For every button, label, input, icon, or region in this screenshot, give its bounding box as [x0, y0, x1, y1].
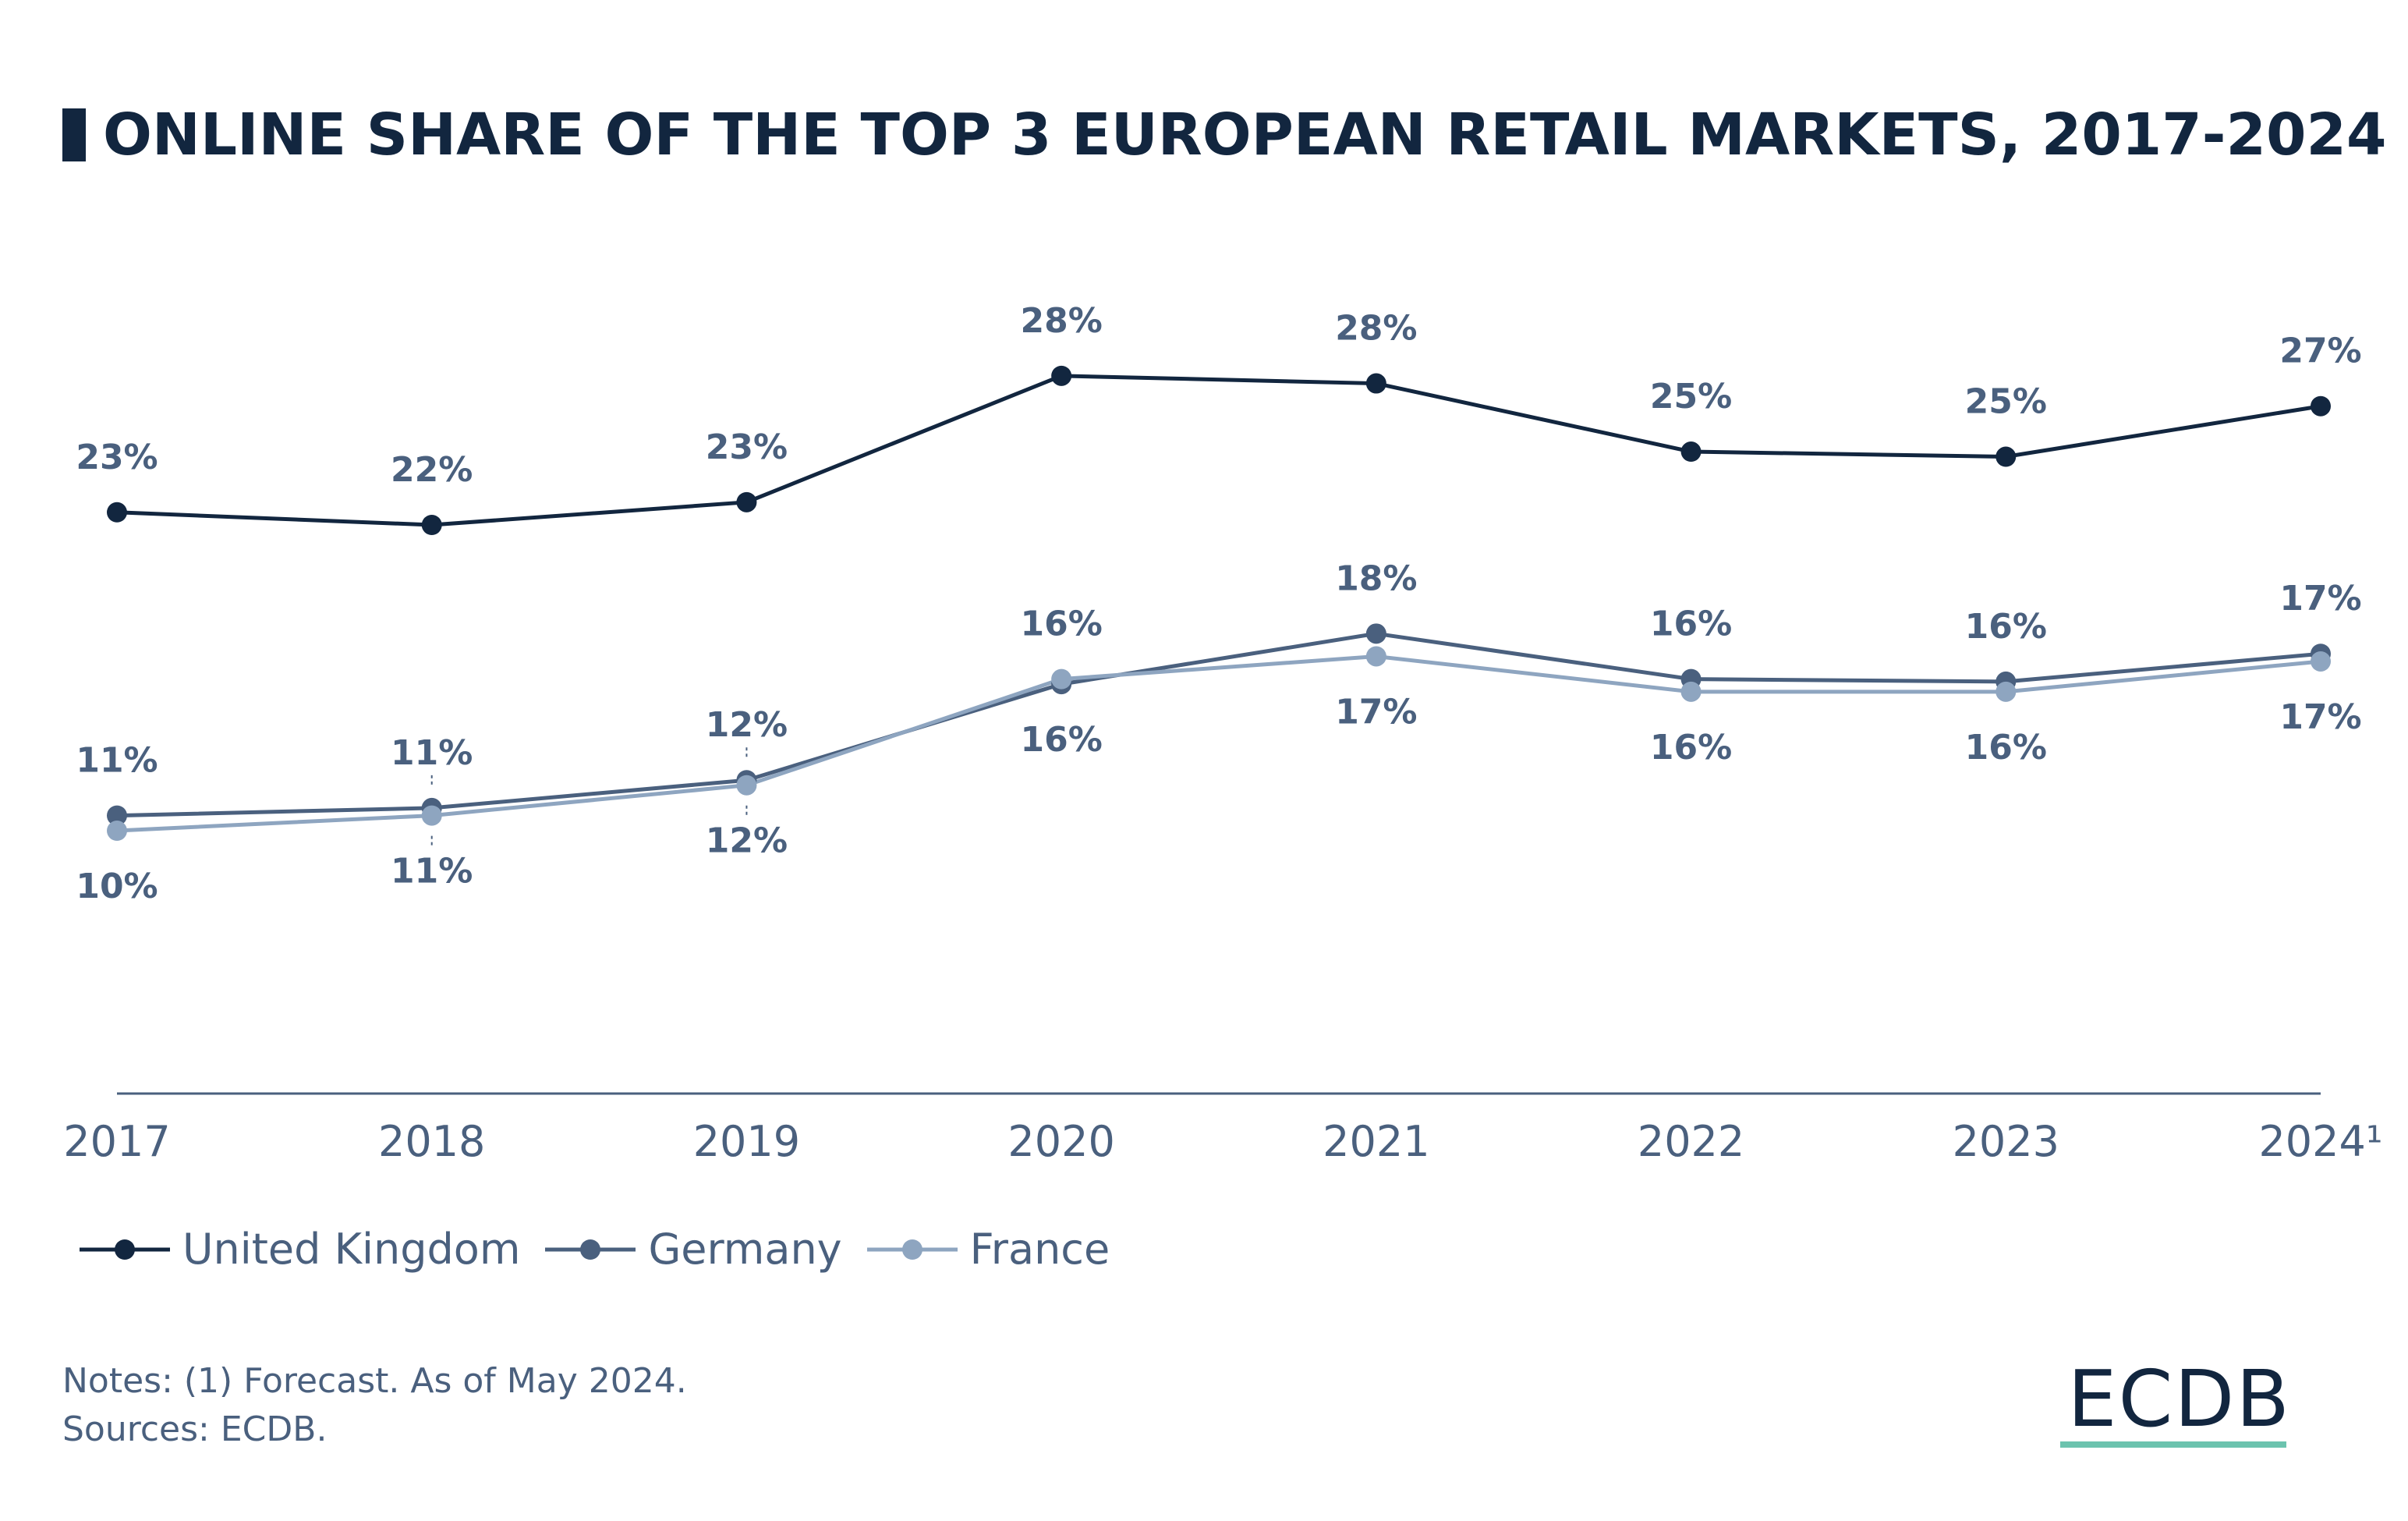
x-tick-label: 2020 — [1007, 1117, 1114, 1166]
notes-line: Notes: (1) Forecast. As of May 2024. — [62, 1361, 687, 1401]
legend-marker-icon — [80, 1239, 170, 1260]
data-label: 16% — [1020, 720, 1102, 760]
legend-marker-icon — [545, 1239, 636, 1260]
legend-item: Germany — [544, 1225, 842, 1274]
data-point — [421, 515, 442, 535]
data-point — [1995, 446, 2017, 467]
data-label: 16% — [1965, 607, 2047, 647]
data-label: 16% — [1650, 728, 1732, 768]
ecdb-logo: ECDB — [2067, 1353, 2291, 1445]
data-point — [1680, 441, 1702, 463]
x-tick-label: 2023 — [1953, 1117, 2059, 1166]
data-point — [736, 491, 757, 512]
data-label: 11% — [76, 741, 158, 781]
notes: Notes: (1) Forecast. As of May 2024. Sou… — [62, 1357, 687, 1454]
data-label: 16% — [1020, 604, 1102, 644]
data-point — [2311, 651, 2331, 672]
legend-label: France — [969, 1225, 1110, 1274]
chart-title: ONLINE SHARE OF THE TOP 3 EUROPEAN RETAI… — [103, 101, 2387, 168]
data-point — [1995, 681, 2017, 702]
data-point — [421, 805, 442, 826]
series-line-germany — [116, 631, 2321, 818]
data-point — [2311, 395, 2331, 417]
data-label: 23% — [76, 438, 158, 477]
data-point — [1680, 681, 1702, 702]
legend-marker-icon — [866, 1239, 958, 1260]
series-line-france — [116, 654, 2321, 833]
legend-label: Germany — [648, 1225, 842, 1274]
x-tick-label: 2022 — [1638, 1117, 1744, 1166]
data-label: 22% — [391, 450, 473, 490]
line-chart: 2017 2018 2019 2020 2021 2022 2023 2024¹ 23% 22% 2… — [63, 301, 2382, 1166]
data-point — [107, 821, 127, 842]
title-marker — [62, 108, 86, 161]
legend-label: United Kingdom — [182, 1225, 521, 1274]
logo-accent-bar — [2060, 1441, 2286, 1448]
data-label: 23% — [706, 427, 788, 467]
series-line-united-kingdom — [116, 374, 2321, 527]
data-point — [1365, 646, 1386, 667]
data-label: 11% — [391, 852, 473, 892]
data-label: 25% — [1965, 382, 2047, 422]
data-point — [1051, 668, 1072, 690]
data-point — [1365, 623, 1386, 644]
x-tick-label: 2024¹ — [2258, 1117, 2382, 1166]
sources-line: Sources: ECDB. — [62, 1409, 328, 1449]
data-label: 16% — [1650, 604, 1732, 644]
data-label: 25% — [1650, 377, 1732, 417]
x-tick-label: 2017 — [63, 1117, 170, 1166]
data-label: 12% — [706, 705, 788, 745]
data-label: 10% — [76, 867, 158, 906]
data-point — [1365, 373, 1386, 394]
data-point — [107, 502, 127, 523]
data-label: 11% — [391, 733, 473, 773]
chart-title-group: ONLINE SHARE OF THE TOP 3 EUROPEAN RETAI… — [62, 101, 2386, 168]
data-label: 28% — [1335, 309, 1417, 349]
data-point — [736, 775, 757, 796]
data-label: 17% — [2279, 579, 2361, 619]
data-label: 18% — [1335, 558, 1417, 598]
data-label: 17% — [1335, 692, 1417, 732]
data-point — [107, 805, 127, 826]
x-tick-label: 2019 — [693, 1117, 800, 1166]
legend: United Kingdom Germany France — [78, 1225, 1110, 1274]
data-label: 28% — [1020, 301, 1102, 341]
data-label: 16% — [1965, 728, 2047, 768]
data-label: 12% — [706, 821, 788, 861]
data-point — [1051, 365, 1072, 386]
x-tick-label: 2021 — [1323, 1117, 1429, 1166]
legend-item: United Kingdom — [78, 1225, 520, 1274]
legend-item: France — [866, 1225, 1110, 1274]
x-tick-label: 2018 — [378, 1117, 485, 1166]
data-label: 17% — [2279, 697, 2361, 737]
data-label: 27% — [2279, 332, 2361, 371]
